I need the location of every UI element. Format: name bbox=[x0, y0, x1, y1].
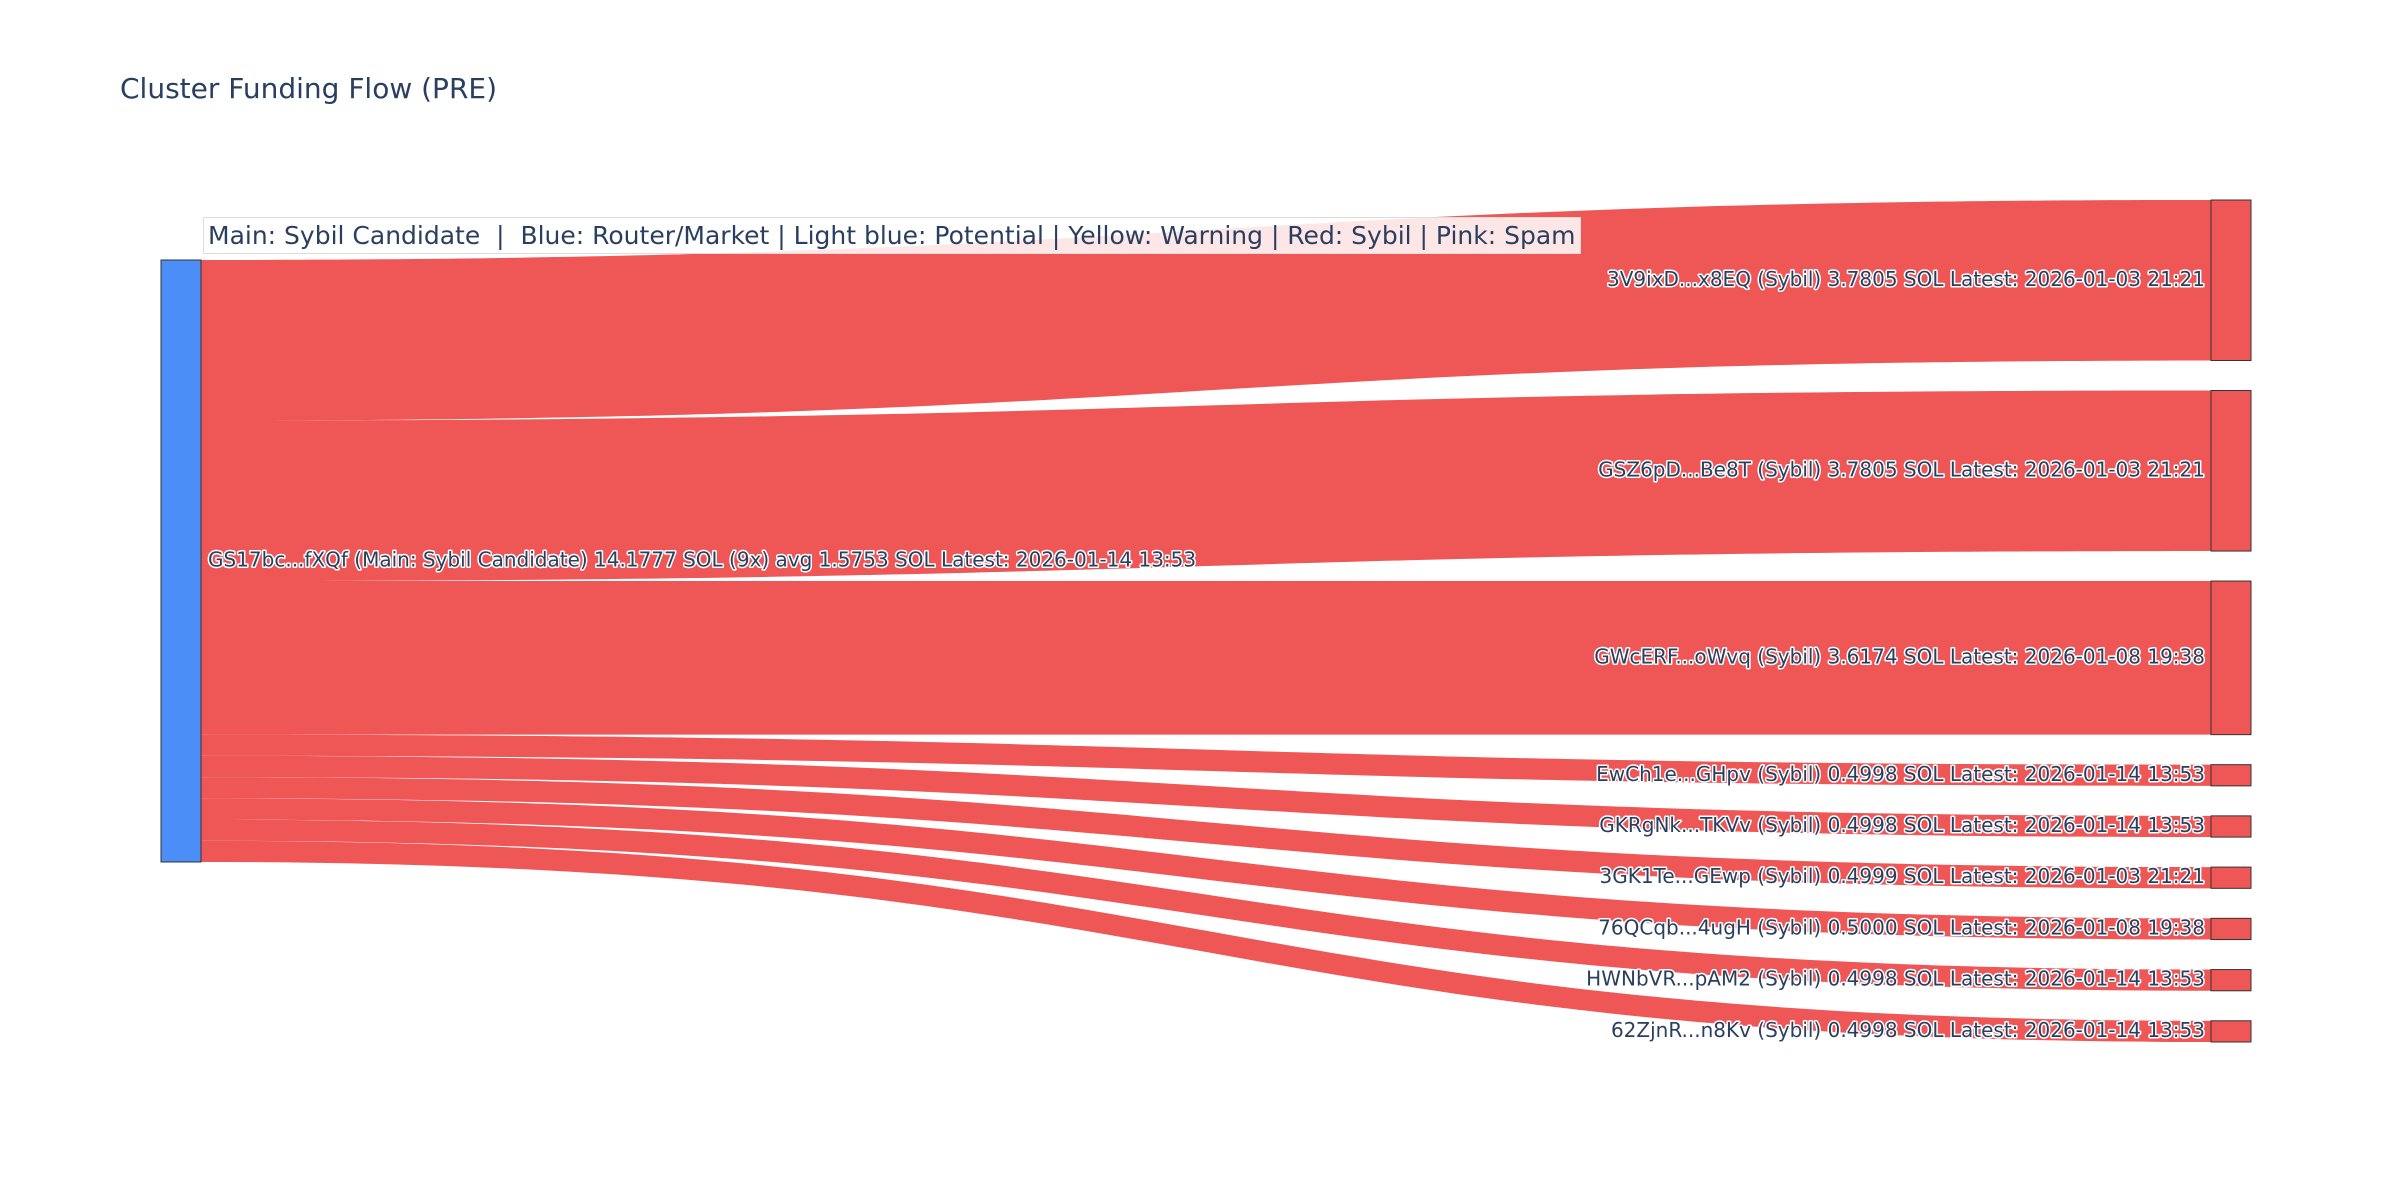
sankey-links bbox=[201, 200, 2211, 1042]
target-node-5[interactable] bbox=[2210, 815, 2252, 838]
sankey-labels: 3V9ixD...x8EQ (Sybil) 3.7805 SOL Latest:… bbox=[207, 265, 2207, 1043]
flow-link-8[interactable] bbox=[201, 819, 2211, 991]
flow-link-3[interactable] bbox=[201, 581, 2211, 735]
target-node-label-5: GKRgNk...TKVv (Sybil) 0.4998 SOL Latest:… bbox=[1599, 813, 2205, 837]
chart-title: Cluster Funding Flow (PRE) bbox=[120, 72, 498, 105]
flow-link-7[interactable] bbox=[201, 798, 2211, 940]
source-node-label: GS17bc...fXQf (Main: Sybil Candidate) 14… bbox=[208, 548, 1196, 572]
target-node-label-6: 3GK1Te...GEwp (Sybil) 0.4999 SOL Latest:… bbox=[1599, 864, 2205, 888]
target-node-label-3: GWcERF...oWvq (Sybil) 3.6174 SOL Latest:… bbox=[1594, 644, 2205, 668]
legend-annotation: Main: Sybil Candidate | Blue: Router/Mar… bbox=[203, 217, 1581, 254]
target-node-label-1: 3V9ixD...x8EQ (Sybil) 3.7805 SOL Latest:… bbox=[1607, 267, 2205, 291]
target-node-label-4: EwCh1e...GHpv (Sybil) 0.4998 SOL Latest:… bbox=[1596, 762, 2205, 786]
target-node-2[interactable] bbox=[2210, 390, 2252, 552]
flow-link-9[interactable] bbox=[201, 840, 2211, 1042]
target-node-label-9: 62ZjnR...n8Kv (Sybil) 0.4998 SOL Latest:… bbox=[1611, 1018, 2205, 1042]
target-node-3[interactable] bbox=[2210, 580, 2252, 736]
flow-link-6[interactable] bbox=[201, 777, 2211, 889]
source-node[interactable] bbox=[160, 259, 202, 863]
flow-link-1[interactable] bbox=[201, 200, 2211, 421]
flow-link-2[interactable] bbox=[201, 390, 2211, 582]
sankey-nodes bbox=[160, 199, 2252, 1043]
flow-link-5[interactable] bbox=[201, 755, 2211, 838]
target-node-label-7: 76QCqb...4ugH (Sybil) 0.5000 SOL Latest:… bbox=[1598, 915, 2205, 939]
target-node-label-8: HWNbVR...pAM2 (Sybil) 0.4998 SOL Latest:… bbox=[1586, 967, 2205, 991]
target-node-label-2: GSZ6pD...Be8T (Sybil) 3.7805 SOL Latest:… bbox=[1598, 457, 2205, 481]
target-node-1[interactable] bbox=[2210, 199, 2252, 362]
target-node-6[interactable] bbox=[2210, 866, 2252, 889]
target-node-7[interactable] bbox=[2210, 917, 2252, 941]
target-node-8[interactable] bbox=[2210, 969, 2252, 992]
flow-link-4[interactable] bbox=[201, 734, 2211, 786]
target-node-9[interactable] bbox=[2210, 1020, 2252, 1043]
target-node-4[interactable] bbox=[2210, 764, 2252, 787]
